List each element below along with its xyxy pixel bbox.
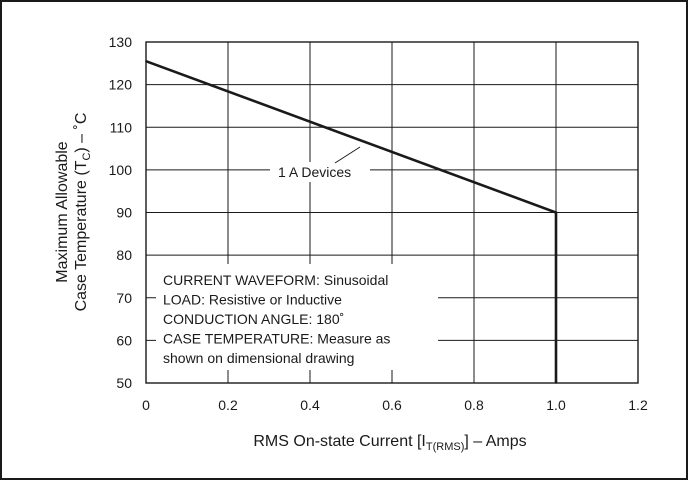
x-tick-label: 0.8 [464, 397, 484, 413]
x-tick-label: 0.2 [218, 397, 238, 413]
conditions-note-line: shown on dimensional drawing [163, 350, 354, 366]
y-tick-label: 80 [116, 247, 132, 263]
conditions-note: CURRENT WAVEFORM: Sinusoidal LOAD: Resist… [163, 272, 390, 366]
conditions-note-line: CURRENT WAVEFORM: Sinusoidal [163, 272, 388, 288]
x-tick-label: 1.0 [546, 397, 566, 413]
plot-area-frame [145, 41, 639, 384]
x-axis-title: RMS On-state Current [IT(RMS)] – Amps [253, 433, 526, 453]
y-tick-label: 50 [116, 375, 132, 391]
x-tick-label: 1.2 [628, 397, 648, 413]
series-point [555, 211, 557, 214]
conditions-note-line: CONDUCTION ANGLE: 180˚ [163, 311, 344, 327]
conditions-note-background [156, 264, 438, 370]
y-tick-label: 110 [110, 119, 133, 135]
y-tick-label: 130 [109, 34, 133, 50]
series-label: 1 A Devices [278, 164, 351, 180]
y-tick-label: 60 [116, 332, 132, 348]
x-tick-labels: 0 0.2 0.4 0.6 0.8 1.0 1.2 [142, 397, 648, 413]
series-label-leader [334, 146, 361, 164]
y-axis-title: Maximum Allowable Case Temperature (TC) … [54, 113, 93, 312]
conditions-note-line: CASE TEMPERATURE: Measure as [163, 331, 390, 347]
y-tick-label: 90 [116, 205, 132, 221]
x-tick-label: 0 [142, 397, 150, 413]
y-axis-title-line-2: Case Temperature (TC) – ˚C [73, 113, 93, 312]
y-axis-title-line-1: Maximum Allowable [54, 141, 71, 282]
x-tick-label: 0.4 [300, 397, 320, 413]
y-tick-label: 120 [109, 77, 133, 93]
y-tick-label: 70 [116, 290, 132, 306]
conditions-note-line: LOAD: Resistive or Inductive [163, 292, 342, 308]
series-label-background [270, 162, 370, 182]
series-group [145, 59, 558, 384]
y-tick-labels: 50 60 70 80 90 100 110 120 130 [109, 34, 133, 391]
series-point [145, 60, 147, 62]
series-point [555, 382, 557, 384]
x-tick-label: 0.6 [382, 397, 402, 413]
y-tick-label: 100 [109, 162, 133, 178]
